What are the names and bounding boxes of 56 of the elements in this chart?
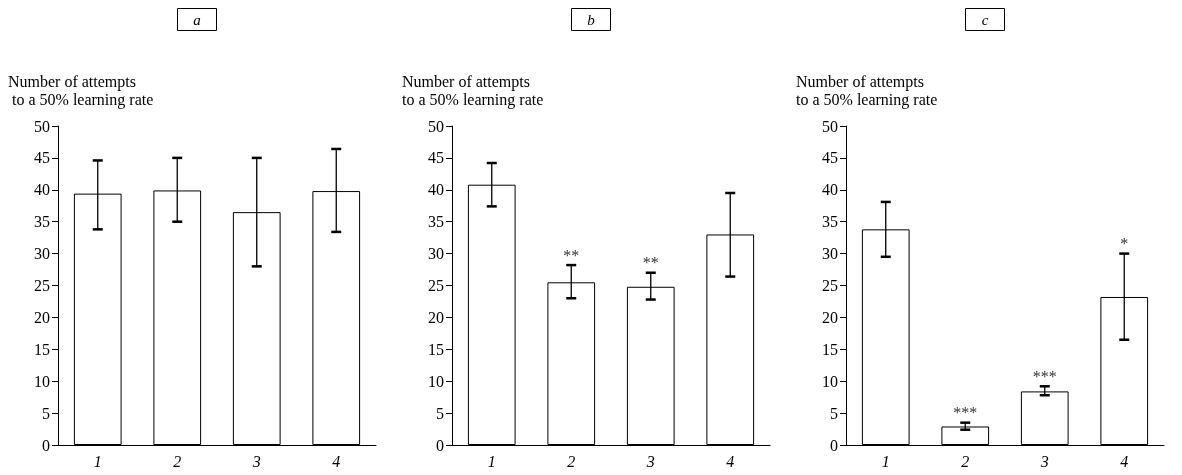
y-axis-title: Number of attempts to a 50% learning rate <box>796 72 938 109</box>
y-tick-label: 45 <box>822 149 838 167</box>
x-tick-label: 1 <box>487 452 496 470</box>
annotation: * <box>1120 235 1129 253</box>
y-tick-label: 0 <box>436 436 444 454</box>
annotation: ** <box>563 246 580 264</box>
y-tick-label: 5 <box>42 404 50 422</box>
x-tick-label: 1 <box>93 452 102 470</box>
y-tick-label: 20 <box>428 308 444 326</box>
y-tick-label: 0 <box>830 436 838 454</box>
y-tick-label: 35 <box>34 213 50 231</box>
y-tick-label: 45 <box>34 149 50 167</box>
x-tick-label: 2 <box>961 452 970 470</box>
x-tick-label: 4 <box>332 452 341 470</box>
y-tick-label: 0 <box>42 436 50 454</box>
y-tick-label: 30 <box>34 245 50 263</box>
y-tick-label: 50 <box>822 117 838 135</box>
x-tick-label: 3 <box>1039 452 1049 470</box>
x-tick-label: 3 <box>251 452 261 470</box>
y-tick-label: 30 <box>428 245 444 263</box>
y-tick-label: 40 <box>822 181 838 199</box>
y-axis-title: Number of attempts to a 50% learning rate <box>8 72 154 109</box>
y-tick-label: 30 <box>822 245 838 263</box>
y-tick-label: 10 <box>34 372 50 390</box>
y-tick-label: 45 <box>428 149 444 167</box>
chart-title: b <box>587 11 596 28</box>
y-tick-label: 50 <box>428 117 444 135</box>
annotation: *** <box>1032 367 1057 385</box>
chart-title: a <box>193 11 201 28</box>
y-tick-label: 25 <box>428 277 444 294</box>
y-tick-label: 50 <box>34 117 50 135</box>
y-tick-label: 10 <box>822 372 838 390</box>
y-tick-label: 25 <box>822 277 838 294</box>
annotation: ** <box>642 254 659 272</box>
y-tick-label: 35 <box>428 213 444 231</box>
y-tick-label: 40 <box>34 181 50 199</box>
annotation: *** <box>953 404 978 422</box>
y-tick-label: 35 <box>822 213 838 231</box>
y-tick-label: 5 <box>830 404 838 422</box>
y-axis-title: Number of attempts to a 50% learning rate <box>402 72 544 109</box>
y-tick-label: 10 <box>428 372 444 390</box>
chart-title: c <box>981 11 989 28</box>
y-tick-label: 40 <box>428 181 444 199</box>
x-tick-label: 2 <box>567 452 576 470</box>
y-tick-label: 15 <box>428 340 444 358</box>
x-tick-label: 2 <box>173 452 182 470</box>
y-tick-label: 5 <box>436 404 444 422</box>
x-tick-label: 1 <box>881 452 890 470</box>
y-tick-label: 25 <box>34 277 50 294</box>
x-tick-label: 4 <box>1120 452 1129 470</box>
y-tick-label: 20 <box>34 308 50 326</box>
y-tick-label: 15 <box>822 340 838 358</box>
y-tick-label: 20 <box>822 308 838 326</box>
x-tick-label: 3 <box>645 452 655 470</box>
x-tick-label: 4 <box>726 452 735 470</box>
y-tick-label: 15 <box>34 340 50 358</box>
